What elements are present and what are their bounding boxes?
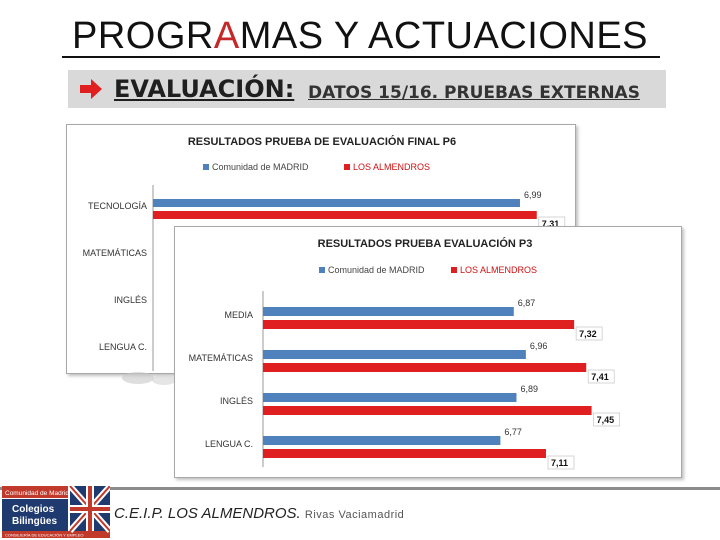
data-label-box xyxy=(593,412,620,427)
legend-label-0: Comunidad de MADRID xyxy=(328,265,425,275)
legend-swatch-1 xyxy=(451,267,457,273)
logo-top-text: Comunidad de Madrid xyxy=(5,490,69,497)
logo-bottom-text: CONSEJERÍA DE EDUCACIÓN Y EMPLEO xyxy=(5,533,84,538)
colegios-bilingues-logo: Comunidad de Madrid Colegios Bilingües C… xyxy=(2,486,110,538)
logo-top-band xyxy=(2,486,68,498)
category-label: MATEMÁTICAS xyxy=(189,353,253,363)
data-label-box xyxy=(575,326,603,341)
subtitle-heading: EVALUACIÓN: xyxy=(114,75,295,103)
bar-madrid xyxy=(263,436,501,445)
category-label: LENGUA C. xyxy=(205,439,253,449)
chart-title: RESULTADOS PRUEBA DE EVALUACIÓN FINAL P6 xyxy=(188,135,456,148)
slide-title: PROGRAMAS Y ACTUACIONES xyxy=(71,15,649,57)
data-label-madrid: 6,99 xyxy=(524,190,542,200)
bar-madrid xyxy=(263,307,514,316)
category-label: MEDIA xyxy=(224,310,253,320)
legend-swatch-0 xyxy=(203,164,209,170)
category-label: MATEMÁTICAS xyxy=(83,248,147,258)
data-label-almendros: 7,32 xyxy=(579,329,597,339)
subtitle-banner xyxy=(68,70,666,108)
logo-line1: Colegios xyxy=(12,504,55,515)
footer-divider xyxy=(0,487,720,490)
arrow-right-icon xyxy=(80,79,102,99)
bar-almendros xyxy=(153,211,537,219)
subtitle-detail: DATOS 15/16. PRUEBAS EXTERNAS xyxy=(308,83,640,103)
data-label-madrid: 6,77 xyxy=(504,427,522,437)
bar-almendros xyxy=(263,320,575,329)
category-label: TECNOLOGÍA xyxy=(88,201,147,211)
category-label: INGLÉS xyxy=(114,295,147,305)
faded-background-art xyxy=(122,372,176,385)
category-label: LENGUA C. xyxy=(99,342,147,352)
data-label-almendros: 7,31 xyxy=(542,219,560,229)
chart-title: RESULTADOS PRUEBA EVALUACIÓN P3 xyxy=(318,237,533,250)
title-underline xyxy=(62,56,660,58)
chart-p3-svg: RESULTADOS PRUEBA EVALUACIÓN P3 Comunidad… xyxy=(189,237,620,470)
data-label-almendros: 7,11 xyxy=(551,458,568,468)
logo-bottom-band xyxy=(2,531,110,538)
data-label-almendros: 7,41 xyxy=(591,372,609,382)
bar-madrid xyxy=(263,393,517,402)
data-label-madrid: 6,89 xyxy=(520,384,538,394)
legend-swatch-1 xyxy=(344,164,350,170)
bar-almendros xyxy=(263,449,546,458)
bar-madrid xyxy=(153,199,520,207)
footer-school-name: C.E.I.P. LOS ALMENDROS. Rivas Vaciamadri… xyxy=(114,505,405,522)
legend-swatch-0 xyxy=(319,267,325,273)
union-jack-icon xyxy=(67,486,110,533)
legend-label-0: Comunidad de MADRID xyxy=(212,162,309,172)
logo-line2: Bilingües xyxy=(12,516,57,527)
data-label-box xyxy=(587,369,615,384)
data-label-almendros: 7,45 xyxy=(597,415,615,425)
legend-label-1: LOS ALMENDROS xyxy=(353,162,430,172)
data-label-box xyxy=(547,455,575,470)
logo-main-band xyxy=(2,499,68,531)
bar-madrid xyxy=(263,350,526,359)
data-label-madrid: 6,87 xyxy=(518,298,536,308)
chart-p3: RESULTADOS PRUEBA EVALUACIÓN P3 Comunidad… xyxy=(174,226,682,478)
bar-almendros xyxy=(263,406,592,415)
bar-almendros xyxy=(263,363,587,372)
data-label-madrid: 6,96 xyxy=(530,341,548,351)
legend-label-1: LOS ALMENDROS xyxy=(460,265,537,275)
category-label: INGLÉS xyxy=(220,396,253,406)
